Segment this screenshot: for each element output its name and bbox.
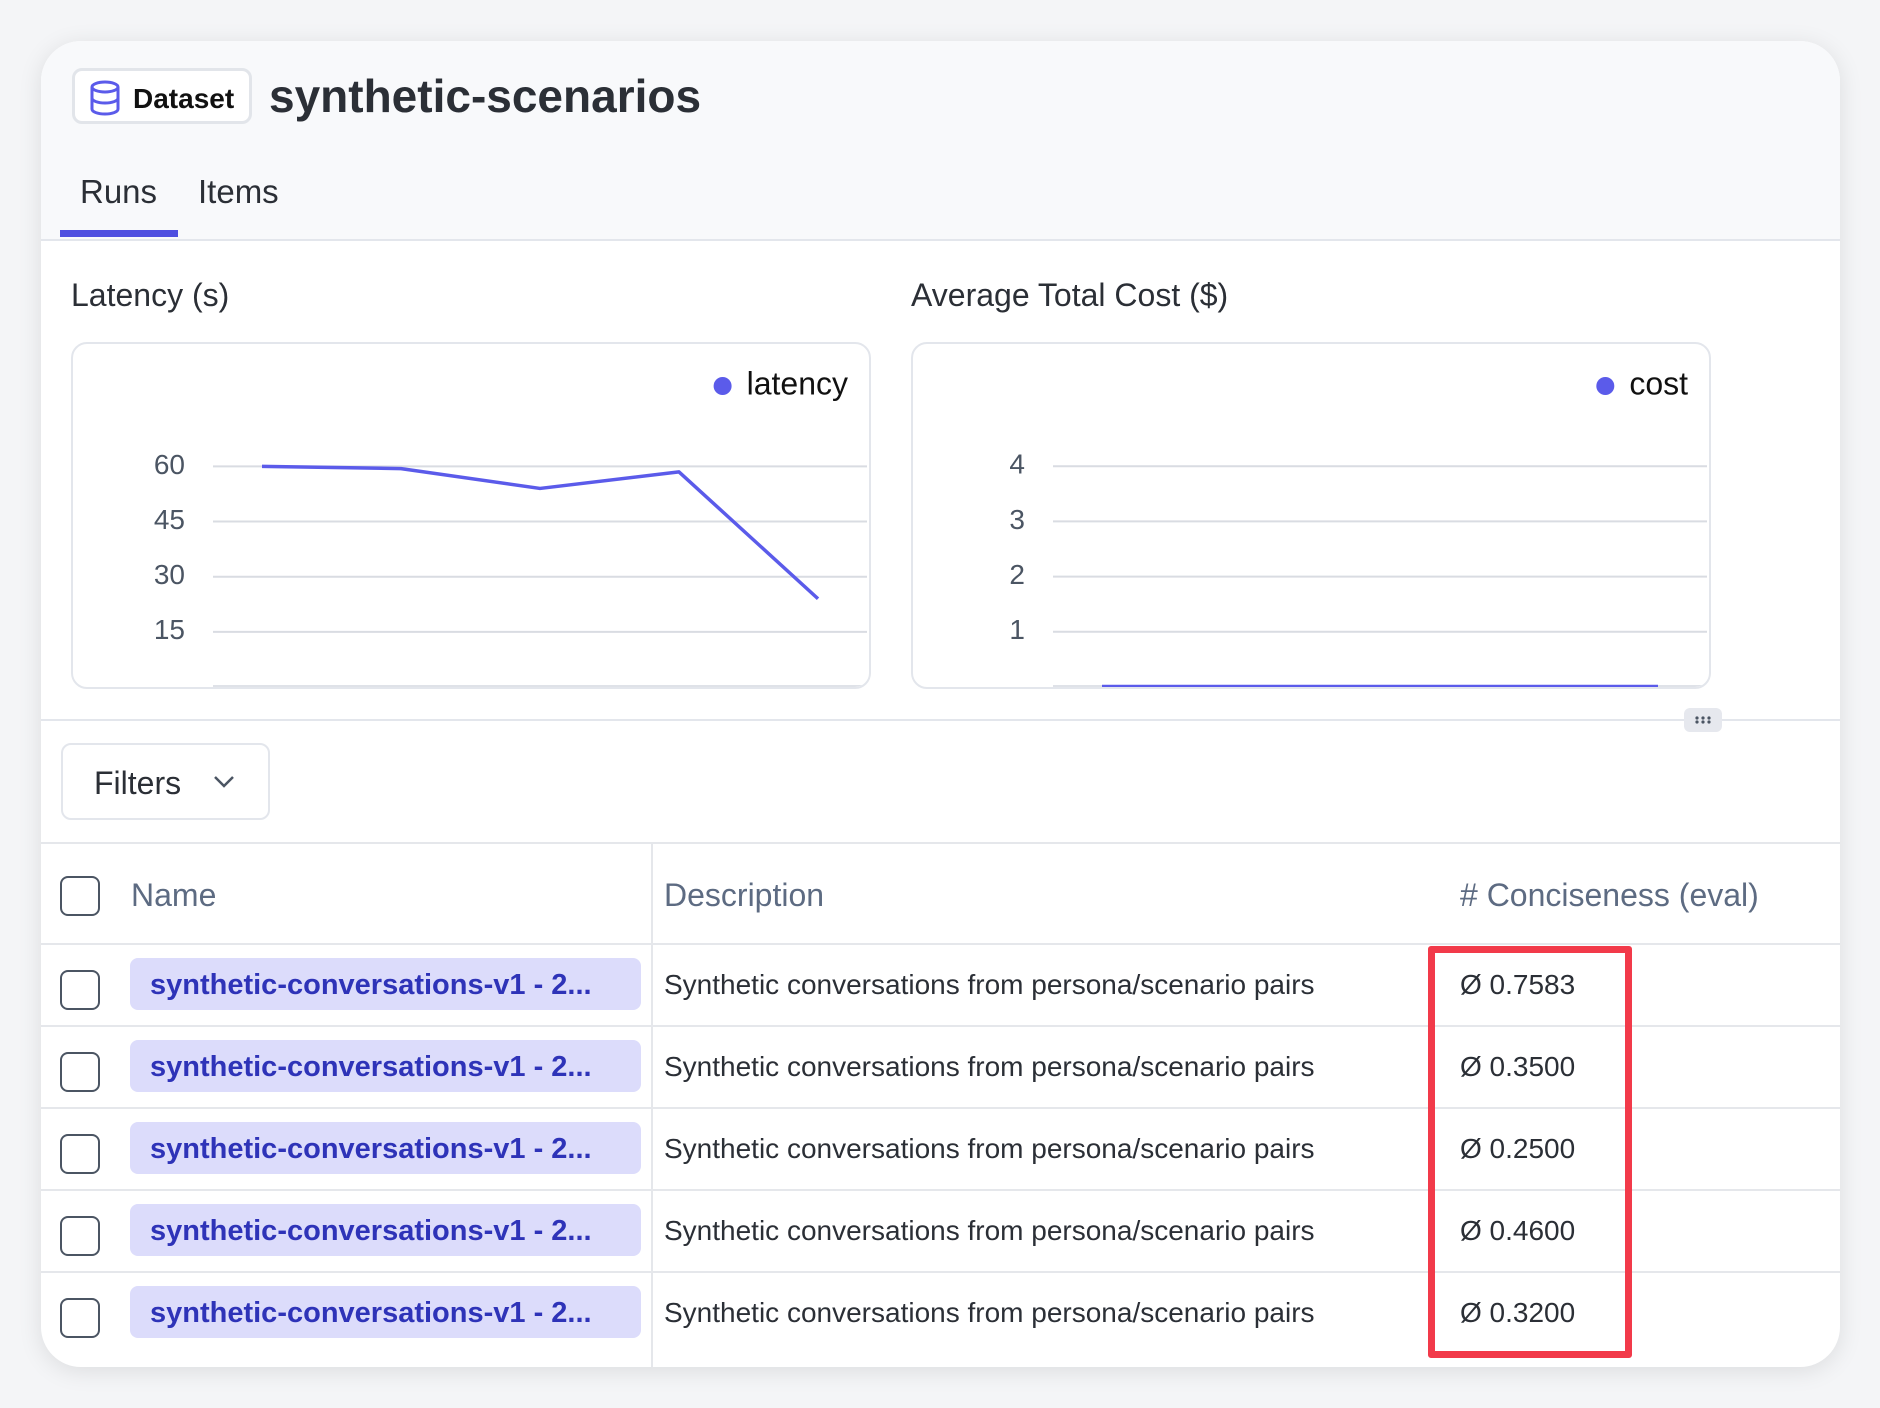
description: Synthetic conversations from persona/sce…: [664, 1215, 1315, 1247]
chevron-down: [213, 775, 235, 789]
tab[interactable]: Items: [198, 173, 279, 211]
y-tick-label: 2: [1009, 559, 1025, 590]
y-tick-label: 3: [1009, 504, 1025, 535]
run-name: synthetic-conversations-v1 - 2...: [150, 969, 592, 1002]
description: Synthetic conversations from persona/sce…: [664, 1297, 1315, 1329]
dataset-card: Dataset synthetic-scenarios Runs Items L…: [41, 41, 1840, 1367]
run-name-chip[interactable]: synthetic-conversations-v1 - 2...: [130, 1204, 641, 1256]
run-name: synthetic-conversations-v1 - 2...: [150, 1133, 592, 1166]
column-header: Description: [664, 877, 824, 914]
run-name-chip[interactable]: synthetic-conversations-v1 - 2...: [130, 1286, 641, 1338]
run-name-chip[interactable]: synthetic-conversations-v1 - 2...: [130, 1122, 641, 1174]
tab[interactable]: Runs: [80, 173, 157, 211]
latency-chart: 15 30 45 60 latency: [71, 342, 871, 689]
run-name: synthetic-conversations-v1 - 2...: [150, 1215, 592, 1248]
database-icon: [88, 80, 122, 116]
description: Synthetic conversations from persona/sce…: [664, 1051, 1315, 1083]
dataset-badge: Dataset: [72, 68, 252, 124]
y-tick-label: 30: [154, 559, 185, 590]
row-divider: [41, 842, 1840, 844]
row-divider: [41, 943, 1840, 945]
column-header: # Conciseness (eval): [1460, 877, 1759, 914]
chart-title: Latency (s): [71, 277, 229, 314]
run-name: synthetic-conversations-v1 - 2...: [150, 1297, 592, 1330]
cost-chart: 1 2 3 4 cost: [911, 342, 1711, 689]
run-name-chip[interactable]: synthetic-conversations-v1 - 2...: [130, 958, 641, 1010]
legend-marker: [1596, 377, 1614, 395]
column-divider: [651, 842, 653, 1367]
filters-label: Filters: [94, 765, 181, 802]
row-checkbox[interactable]: [60, 1216, 100, 1256]
page-title: synthetic-scenarios: [269, 69, 701, 123]
data-line: [262, 466, 818, 598]
y-tick-label: 4: [1009, 449, 1025, 480]
handle-dots: [1695, 716, 1711, 724]
y-tick-label: 45: [154, 504, 185, 535]
divider: [41, 719, 1840, 721]
legend-marker: [714, 377, 732, 395]
row-checkbox[interactable]: [60, 1052, 100, 1092]
description: Synthetic conversations from persona/sce…: [664, 969, 1315, 1001]
highlight-box: [1428, 946, 1632, 1358]
run-name-chip[interactable]: synthetic-conversations-v1 - 2...: [130, 1040, 641, 1092]
y-tick-label: 1: [1009, 614, 1025, 645]
column-header: Name: [131, 877, 216, 914]
legend-label: cost: [1629, 365, 1688, 401]
row-checkbox[interactable]: [60, 1134, 100, 1174]
select-all-checkbox[interactable]: [60, 876, 100, 916]
y-tick-label: 15: [154, 614, 185, 645]
resize-handle[interactable]: [1684, 708, 1722, 732]
chart-title: Average Total Cost ($): [911, 277, 1228, 314]
row-checkbox[interactable]: [60, 1298, 100, 1338]
description: Synthetic conversations from persona/sce…: [664, 1133, 1315, 1165]
y-tick-label: 60: [154, 449, 185, 480]
active-tab-indicator: [60, 230, 178, 237]
run-name: synthetic-conversations-v1 - 2...: [150, 1051, 592, 1084]
filters-button[interactable]: Filters: [61, 743, 270, 820]
badge-label: Dataset: [133, 83, 234, 115]
row-checkbox[interactable]: [60, 970, 100, 1010]
legend-label: latency: [747, 365, 848, 401]
